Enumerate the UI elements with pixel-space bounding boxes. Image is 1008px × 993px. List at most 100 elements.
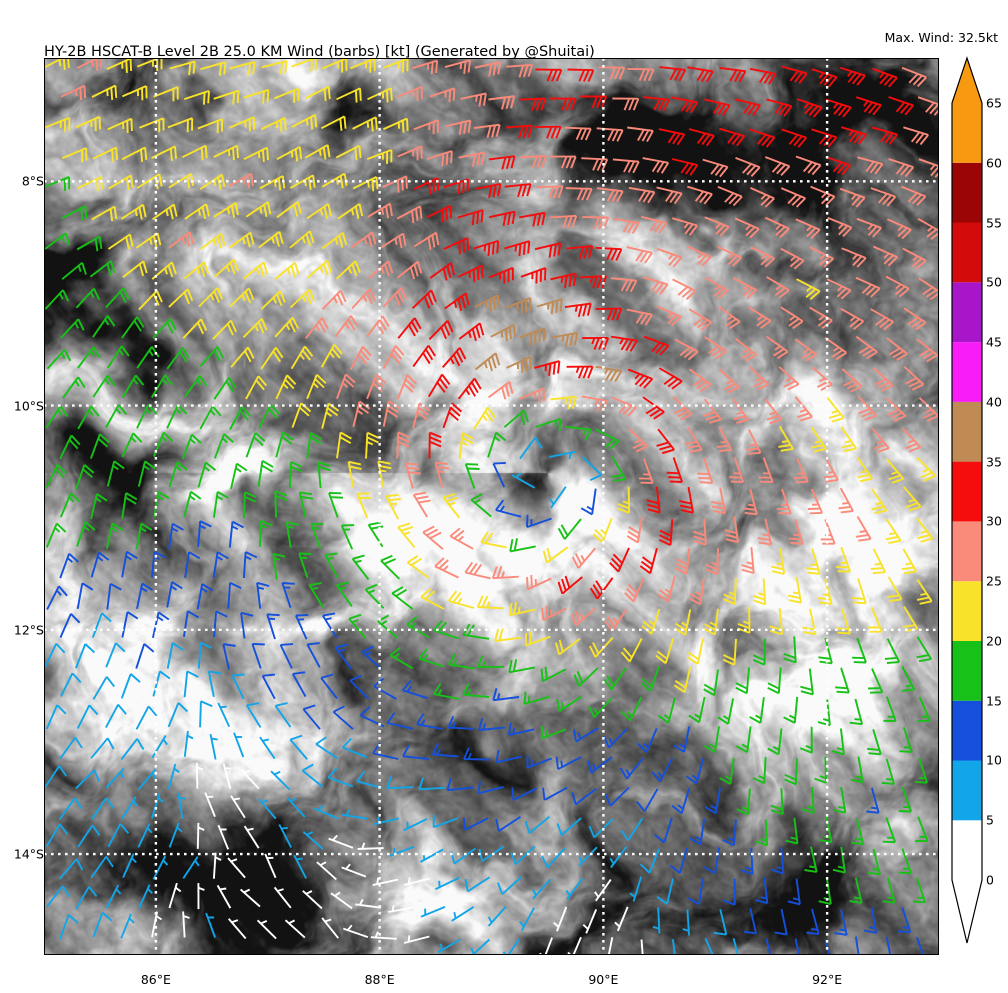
wind-barb (382, 345, 405, 370)
wind-barb (882, 817, 896, 844)
wind-barb (807, 488, 823, 515)
wind-barb (653, 817, 673, 844)
wind-barb (328, 491, 344, 518)
wind-barb (106, 582, 122, 610)
wind-barb (504, 240, 531, 257)
wind-barb (642, 157, 670, 174)
wind-barb (781, 65, 808, 84)
wind-barb (121, 611, 139, 638)
wind-barb (274, 261, 300, 281)
wind-barb (357, 842, 384, 850)
wind-barb (534, 360, 561, 376)
wind-barb (901, 666, 916, 692)
wind-barb (519, 437, 543, 460)
wind-barb (412, 491, 431, 518)
wind-barb (90, 551, 110, 578)
wind-barb (646, 486, 661, 514)
wind-barb (321, 917, 340, 939)
wind-barb (75, 643, 96, 669)
wind-barb (429, 87, 456, 103)
wind-barb (90, 855, 114, 879)
wind-barb (230, 346, 255, 368)
wind-barb (182, 610, 199, 638)
wind-barb (120, 203, 147, 220)
wind-barb (689, 578, 705, 606)
wind-barb (494, 628, 522, 642)
wind-barb (151, 735, 168, 759)
wind-barb (704, 216, 730, 237)
wind-barb (711, 487, 727, 515)
map-plot-area (44, 58, 939, 955)
wind-barb (487, 905, 507, 927)
wind-barb (536, 298, 563, 315)
colorbar-tick-label: 25 (986, 573, 1002, 589)
y-tick-label: 12°S (13, 622, 44, 638)
wind-barb (60, 84, 87, 101)
wind-barb (825, 156, 851, 176)
wind-barb (75, 115, 101, 132)
wind-barb (703, 726, 720, 753)
wind-barb (457, 377, 482, 400)
wind-barb (883, 696, 897, 723)
wind-barb (105, 404, 128, 428)
wind-barb (523, 691, 550, 705)
wind-barb (347, 460, 362, 488)
wind-barb (854, 936, 860, 955)
wind-barb (230, 462, 248, 490)
wind-barb (337, 203, 364, 220)
wind-barb (121, 146, 148, 162)
wind-barb (565, 187, 593, 201)
wind-barb (426, 205, 453, 223)
wind-barb (778, 426, 794, 452)
wind-barb (150, 793, 164, 819)
wind-barb (549, 155, 577, 169)
wind-barb (614, 906, 629, 932)
wind-barb (435, 877, 460, 891)
wind-barb (740, 848, 754, 875)
wind-barb (766, 276, 790, 299)
wind-barb (885, 458, 905, 484)
wind-barb (504, 183, 532, 198)
wind-barb (327, 767, 354, 788)
wind-barb (656, 186, 683, 205)
wind-barb (106, 58, 133, 73)
wind-barb (688, 696, 706, 724)
y-axis-ticks: 8°S 10°S 12°S 14°S (0, 0, 44, 993)
wind-barb (366, 149, 393, 164)
wind-barb (275, 374, 297, 400)
wind-barb (370, 931, 397, 940)
wind-barb (809, 246, 834, 268)
wind-barb (713, 909, 728, 936)
wind-barb (474, 294, 501, 312)
wind-barb (168, 231, 195, 249)
wind-barb (624, 577, 645, 603)
wind-barb (831, 728, 845, 756)
wind-barb (780, 187, 806, 208)
wind-barb (213, 377, 237, 400)
wind-barb (540, 666, 567, 683)
wind-barb (671, 158, 699, 176)
wind-barb (420, 588, 445, 610)
wind-barb (871, 427, 890, 454)
wind-barb (734, 98, 761, 116)
wind-barb (643, 335, 670, 356)
wind-barb (60, 492, 81, 518)
wind-barb (321, 402, 340, 429)
wind-barb (448, 653, 475, 670)
wind-barb (199, 346, 224, 368)
wind-barb (431, 742, 459, 758)
wind-barb (818, 637, 833, 665)
wind-barb (556, 696, 582, 712)
wind-barb (679, 486, 694, 514)
wind-barb (135, 643, 155, 669)
wind-barb (524, 815, 551, 834)
wind-barb (107, 233, 134, 250)
wind-barb (302, 890, 323, 910)
colorbar-segment (952, 820, 982, 880)
wind-barb (886, 337, 908, 361)
wind-barb (336, 373, 356, 400)
wind-barb (122, 853, 137, 878)
wind-barb (105, 767, 125, 789)
wind-barb (411, 289, 437, 309)
wind-barb (352, 400, 371, 428)
